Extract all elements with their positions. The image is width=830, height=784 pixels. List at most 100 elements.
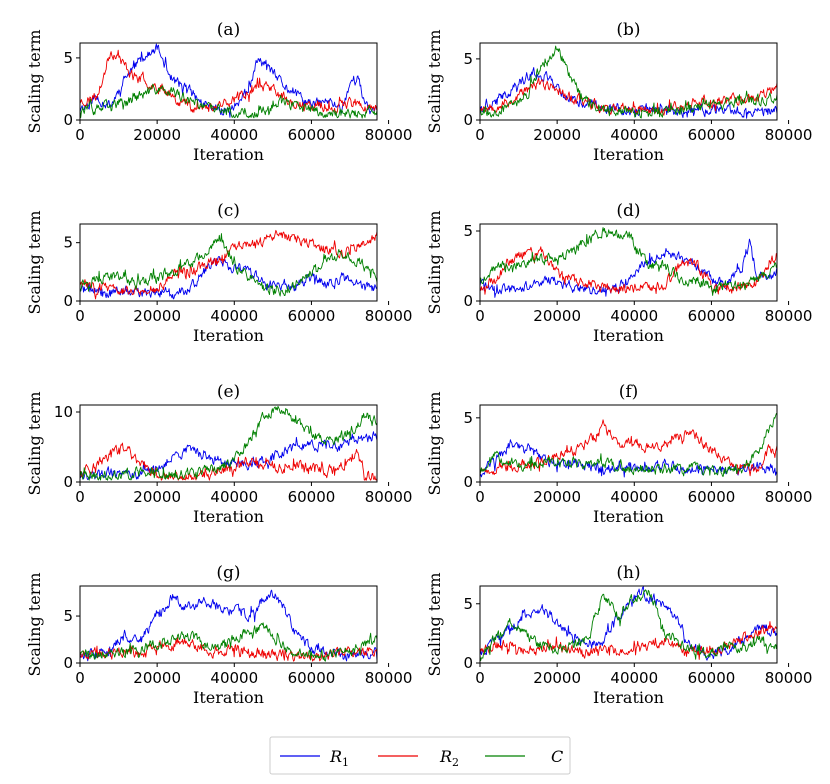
series-group-h — [480, 586, 777, 661]
y-tick-label-c-0: 0 — [63, 292, 73, 310]
y-axis-label-f: Scaling term — [425, 391, 444, 495]
series-line-c-d — [480, 227, 777, 296]
panel-f: (f) 0 20000 40000 60000 80000 0 5 Iteration Scali… — [425, 382, 812, 526]
x-tick-label-e-3: 60000 — [288, 488, 336, 506]
x-tick-label-c-2: 40000 — [210, 307, 258, 325]
panel-title-g: (g) — [216, 563, 240, 583]
y-tick-label-g-0: 0 — [63, 654, 73, 672]
panel-e: (e) 0 20000 40000 60000 80000 0 10 Iteration Scal… — [25, 382, 412, 526]
y-axis-label-h: Scaling term — [425, 572, 444, 676]
y-tick-label-c-1: 5 — [63, 234, 73, 252]
panel-c: (c) 0 20000 40000 60000 80000 0 5 Iteration Scali… — [25, 201, 412, 345]
y-tick-label-h-0: 0 — [463, 654, 473, 672]
series-group-c — [80, 229, 377, 300]
panel-title-b: (b) — [616, 20, 640, 40]
x-tick-label-e-2: 40000 — [210, 488, 258, 506]
panel-b: (b) 0 20000 40000 60000 80000 0 5 Iteration Scali… — [425, 20, 812, 164]
x-axis-label-b: Iteration — [593, 145, 664, 164]
x-tick-label-f-1: 20000 — [533, 488, 581, 506]
series-line-r1-a — [80, 43, 377, 118]
series-line-c-a — [80, 83, 377, 119]
x-axis-label-g: Iteration — [193, 688, 264, 707]
series-line-r2-f — [480, 419, 777, 477]
y-tick-label-f-1: 5 — [463, 409, 473, 427]
x-tick-label-f-3: 60000 — [688, 488, 736, 506]
y-axis-label-g: Scaling term — [25, 572, 44, 676]
series-line-r1-d — [480, 238, 777, 298]
y-tick-label-a-0: 0 — [63, 111, 73, 129]
panel-g: (g) 0 20000 40000 60000 80000 0 5 Iteration Scali… — [25, 563, 412, 707]
panel-title-c: (c) — [217, 201, 240, 221]
panel-title-a: (a) — [217, 20, 240, 40]
x-axis-label-h: Iteration — [593, 688, 664, 707]
y-tick-label-h-1: 5 — [463, 595, 473, 613]
x-tick-label-b-2: 40000 — [610, 126, 658, 144]
panel-title-h: (h) — [616, 563, 640, 583]
x-axis-label-f: Iteration — [593, 507, 664, 526]
panel-d: (d) 0 20000 40000 60000 80000 0 5 Iteration Scali… — [425, 201, 812, 345]
axes-frame-h — [479, 585, 778, 664]
x-tick-label-h-2: 40000 — [610, 669, 658, 687]
series-line-r2-d — [480, 246, 777, 295]
axes-frame-b — [479, 42, 778, 121]
legend-frame — [269, 736, 571, 775]
series-group-d — [480, 227, 777, 298]
x-tick-label-g-1: 20000 — [133, 669, 181, 687]
x-tick-label-c-3: 60000 — [288, 307, 336, 325]
series-group-e — [80, 405, 377, 481]
y-tick-label-a-1: 5 — [63, 49, 73, 67]
series-line-r1-c — [80, 256, 377, 300]
series-group-f — [480, 412, 777, 478]
y-axis-label-b: Scaling term — [425, 29, 444, 133]
y-tick-label-b-1: 5 — [463, 50, 473, 68]
x-axis-label-a: Iteration — [193, 145, 264, 164]
x-tick-label-d-2: 40000 — [610, 307, 658, 325]
x-tick-label-a-1: 20000 — [133, 126, 181, 144]
x-tick-label-b-4: 80000 — [765, 126, 813, 144]
x-tick-label-d-3: 60000 — [688, 307, 736, 325]
axes-frame-c — [79, 223, 378, 302]
series-line-c-e — [80, 405, 377, 481]
y-tick-label-d-0: 0 — [463, 292, 473, 310]
series-line-r1-b — [480, 67, 777, 119]
x-tick-label-h-4: 80000 — [765, 669, 813, 687]
panel-h: (h) 0 20000 40000 60000 80000 0 5 Iteration Scali… — [425, 563, 812, 707]
series-line-c-g — [80, 622, 377, 662]
series-line-r1-f — [480, 439, 777, 478]
x-tick-label-d-1: 20000 — [533, 307, 581, 325]
series-group-g — [80, 589, 377, 662]
series-line-r2-c — [80, 229, 377, 300]
x-tick-label-f-0: 0 — [475, 488, 485, 506]
panels: (a) 0 20000 40000 60000 80000 0 5 Iteration Scali… — [25, 20, 812, 707]
x-tick-label-g-2: 40000 — [210, 669, 258, 687]
series-line-r2-h — [480, 621, 777, 660]
x-tick-label-a-0: 0 — [75, 126, 85, 144]
x-tick-label-e-4: 80000 — [365, 488, 413, 506]
x-tick-label-a-4: 80000 — [365, 126, 413, 144]
axes-frame-f — [479, 404, 778, 483]
series-line-r2-a — [80, 49, 377, 114]
y-tick-label-b-0: 0 — [463, 111, 473, 129]
x-tick-label-f-4: 80000 — [765, 488, 813, 506]
x-tick-label-e-0: 0 — [75, 488, 85, 506]
panel-title-e: (e) — [217, 382, 240, 402]
y-tick-label-e-0: 0 — [63, 473, 73, 491]
x-tick-label-h-0: 0 — [475, 669, 485, 687]
legend-label-r2: R2 — [439, 747, 459, 769]
x-tick-label-b-3: 60000 — [688, 126, 736, 144]
panel-a: (a) 0 20000 40000 60000 80000 0 5 Iteration Scali… — [25, 20, 412, 164]
x-tick-label-c-1: 20000 — [133, 307, 181, 325]
x-tick-label-g-4: 80000 — [365, 669, 413, 687]
y-tick-label-g-1: 5 — [63, 607, 73, 625]
axes-frame-e — [79, 404, 378, 483]
x-tick-label-g-3: 60000 — [288, 669, 336, 687]
panel-title-f: (f) — [619, 382, 639, 402]
y-axis-label-d: Scaling term — [425, 210, 444, 314]
y-tick-label-e-1: 10 — [54, 403, 73, 421]
x-axis-label-e: Iteration — [193, 507, 264, 526]
x-tick-label-d-0: 0 — [475, 307, 485, 325]
y-axis-label-a: Scaling term — [25, 29, 44, 133]
y-axis-label-e: Scaling term — [25, 391, 44, 495]
x-tick-label-g-0: 0 — [75, 669, 85, 687]
